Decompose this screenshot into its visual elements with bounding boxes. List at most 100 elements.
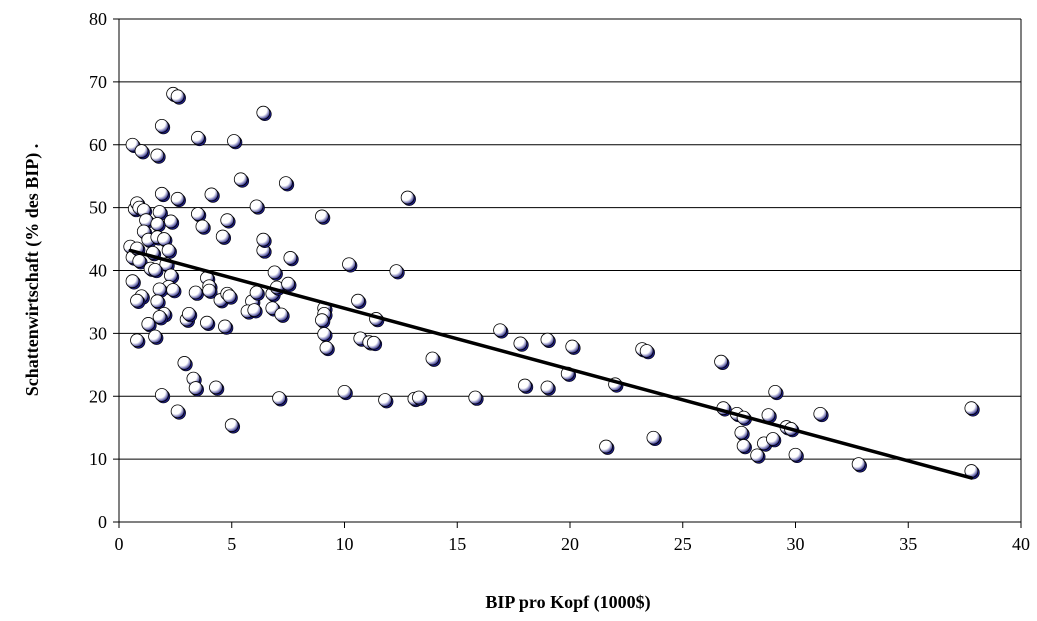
- data-point: [256, 243, 272, 259]
- data-point: [283, 251, 299, 267]
- y-tick-label: 80: [89, 9, 107, 29]
- data-point: [161, 243, 177, 259]
- data-point: [177, 356, 193, 372]
- data-point: [150, 217, 166, 233]
- data-point: [130, 333, 146, 349]
- data-point: [513, 336, 529, 352]
- data-point: [224, 418, 241, 434]
- data-point: [233, 172, 250, 188]
- data-point: [278, 176, 295, 192]
- data-point: [125, 274, 141, 290]
- data-point: [366, 335, 383, 352]
- data-point: [247, 303, 263, 319]
- data-point: [351, 293, 367, 309]
- data-point: [148, 329, 164, 345]
- data-point: [200, 315, 216, 331]
- y-tick-label: 60: [89, 135, 107, 155]
- data-point: [256, 105, 272, 121]
- y-tick-label: 10: [89, 449, 107, 469]
- data-point: [227, 134, 243, 150]
- data-point: [813, 406, 829, 423]
- data-point: [639, 344, 655, 360]
- y-tick-labels: 0 10 20 30 40 50 60 70 80: [89, 9, 107, 532]
- data-point: [136, 224, 153, 240]
- data-point: [493, 323, 509, 339]
- x-tick-label: 30: [787, 534, 805, 554]
- data-point: [714, 354, 730, 370]
- data-point: [249, 285, 265, 301]
- data-point: [342, 257, 358, 273]
- y-tick-label: 30: [89, 323, 107, 343]
- x-tick-label: 15: [448, 534, 466, 554]
- data-point: [540, 380, 556, 396]
- data-point: [565, 339, 581, 355]
- data-point: [195, 219, 211, 235]
- data-point: [425, 351, 441, 367]
- data-point: [761, 408, 777, 424]
- trendline: [128, 248, 974, 480]
- axes: [113, 18, 1022, 528]
- x-axis-title: BIP pro Kopf (1000$): [485, 592, 650, 613]
- data-point: [148, 262, 164, 279]
- data-point: [132, 254, 148, 270]
- trendline-group: [128, 248, 974, 480]
- data-point: [389, 264, 405, 280]
- data-point: [317, 327, 333, 343]
- data-point: [170, 89, 186, 105]
- x-tick-label: 40: [1012, 534, 1030, 554]
- data-point: [154, 388, 171, 404]
- data-point: [134, 144, 150, 160]
- y-tick-label: 40: [89, 261, 107, 281]
- data-point: [141, 317, 157, 333]
- data-point: [766, 432, 782, 448]
- x-tick-label: 35: [899, 534, 917, 554]
- data-point: [152, 310, 168, 326]
- data-point: [750, 448, 766, 464]
- data-point: [204, 187, 220, 203]
- data-point: [166, 283, 182, 299]
- data-point: [249, 199, 265, 215]
- data-point: [152, 205, 168, 221]
- data-point: [218, 319, 234, 335]
- data-point: [170, 191, 186, 208]
- data-point: [163, 214, 180, 230]
- data-point: [736, 439, 752, 455]
- x-tick-label: 5: [227, 534, 236, 554]
- data-point: [188, 285, 204, 301]
- data-point: [281, 276, 297, 293]
- x-tick-label: 25: [674, 534, 692, 554]
- data-point: [130, 293, 146, 309]
- data-point: [267, 265, 283, 281]
- data-point: [412, 390, 428, 406]
- data-point: [170, 404, 186, 420]
- y-axis-title: Schattenwirtschaft (% des BIP) .: [22, 144, 43, 396]
- data-point: [400, 190, 416, 206]
- data-point: [209, 380, 225, 396]
- y-tick-label: 0: [98, 512, 107, 532]
- data-point: [150, 148, 166, 164]
- data-point: [256, 232, 272, 248]
- data-point: [337, 384, 353, 401]
- y-tick-label: 50: [89, 198, 107, 218]
- data-point: [319, 340, 335, 357]
- data-point: [222, 289, 238, 305]
- data-point: [768, 384, 784, 401]
- gridlines: [119, 18, 1021, 460]
- data-point: [272, 391, 288, 407]
- data-point: [518, 378, 534, 394]
- data-point: [599, 439, 615, 455]
- data-point: [274, 307, 290, 323]
- x-tick-label: 20: [561, 534, 579, 554]
- data-point: [315, 313, 331, 329]
- data-point: [468, 390, 484, 406]
- y-tick-label: 20: [89, 386, 107, 406]
- data-point: [154, 118, 171, 135]
- data-point: [964, 401, 980, 417]
- data-point: [215, 229, 232, 245]
- x-tick-label: 0: [115, 534, 124, 554]
- data-point: [182, 306, 198, 323]
- data-point: [150, 294, 166, 310]
- data-point: [191, 130, 207, 147]
- y-tick-label: 70: [89, 72, 107, 92]
